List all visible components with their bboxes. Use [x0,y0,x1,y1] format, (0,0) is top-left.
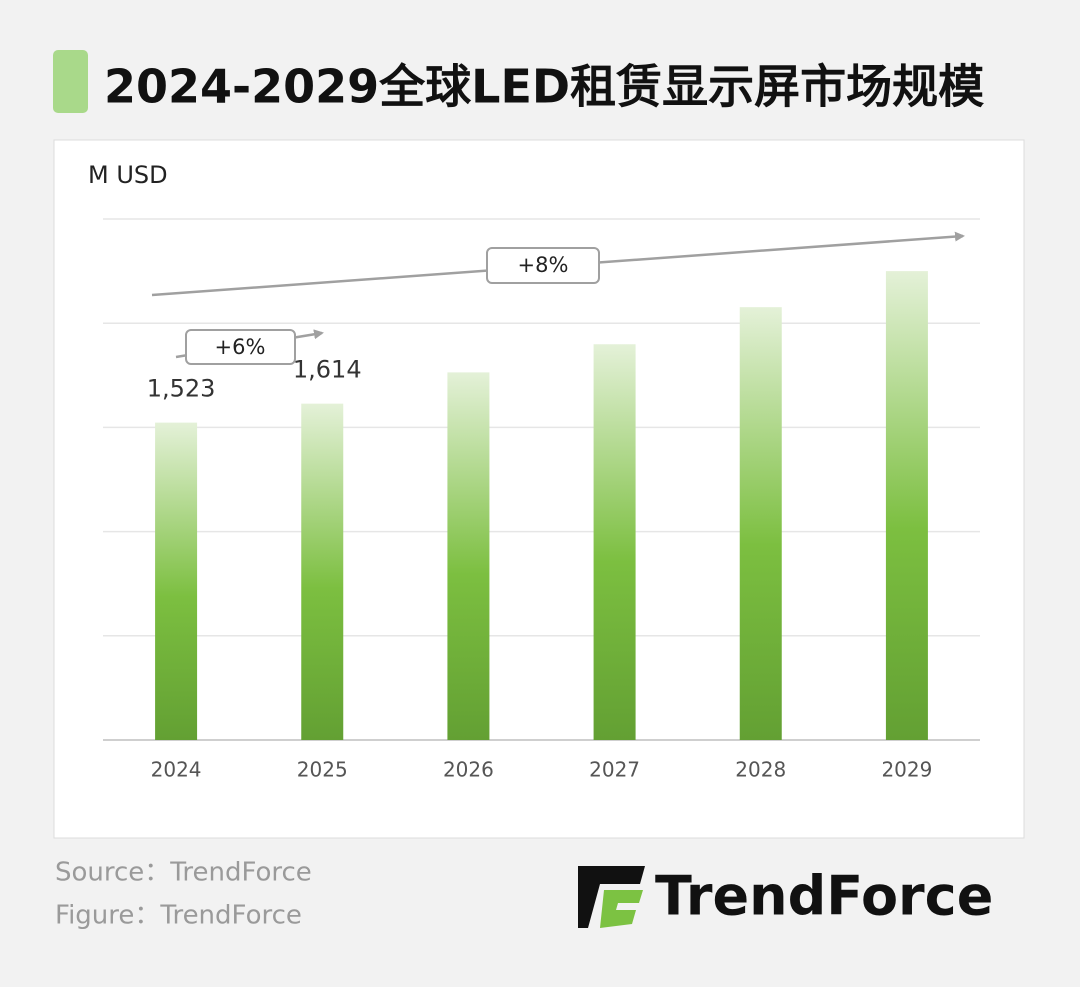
bar [593,344,636,740]
title-accent [53,50,88,113]
bar [447,372,490,740]
x-tick-label: 2024 [151,758,202,782]
source: Source：TrendForce [55,858,312,888]
x-tick-label: 2026 [443,758,494,782]
bar [301,403,344,740]
bar [155,422,198,740]
logo-icon [578,866,645,928]
x-tick-label: 2028 [735,758,786,782]
y-axis-label: M USD [88,161,168,189]
data-label: 1,614 [293,356,362,384]
chart-title: 2024-2029全球LED租赁显示屏市场规模 [104,60,984,114]
annotation-box [185,329,296,365]
x-tick-label: 2029 [881,758,932,782]
chart-panel [53,139,1025,839]
data-label: 1,523 [147,375,216,403]
annotation-box [486,247,600,284]
x-tick-label: 2025 [297,758,348,782]
bar [739,307,782,740]
logo-text: TrendForce [655,865,993,928]
annotation: +6% [215,335,266,359]
figure-credit: Figure：TrendForce [55,901,302,931]
x-tick-label: 2027 [589,758,640,782]
annotation: +8% [518,253,569,277]
bar [885,271,928,740]
